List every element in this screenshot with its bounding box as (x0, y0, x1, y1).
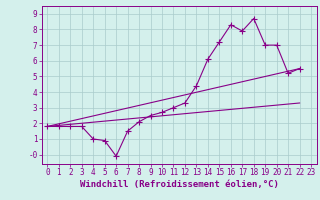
X-axis label: Windchill (Refroidissement éolien,°C): Windchill (Refroidissement éolien,°C) (80, 180, 279, 189)
